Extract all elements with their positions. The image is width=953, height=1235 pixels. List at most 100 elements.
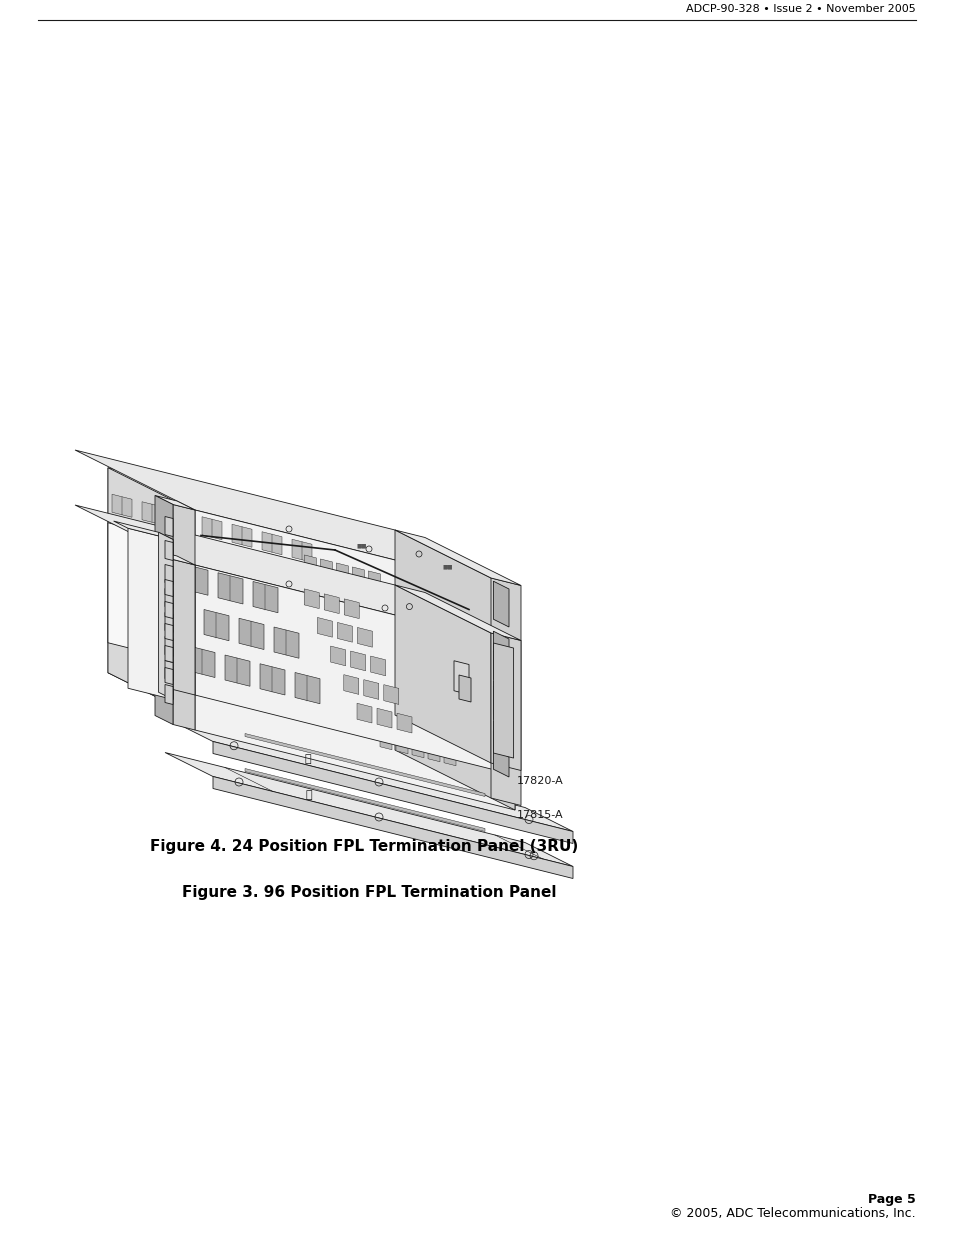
- Polygon shape: [493, 651, 509, 687]
- Polygon shape: [370, 656, 385, 676]
- Text: © 2005, ADC Telecommunications, Inc.: © 2005, ADC Telecommunications, Inc.: [670, 1207, 915, 1220]
- Text: ■■: ■■: [355, 543, 366, 548]
- Polygon shape: [162, 604, 182, 626]
- Polygon shape: [314, 580, 327, 598]
- Polygon shape: [165, 646, 172, 662]
- Polygon shape: [108, 673, 497, 795]
- Polygon shape: [172, 559, 194, 695]
- Polygon shape: [493, 721, 509, 757]
- Polygon shape: [325, 613, 345, 635]
- Polygon shape: [378, 597, 391, 614]
- Polygon shape: [433, 724, 445, 740]
- Polygon shape: [400, 647, 413, 664]
- Polygon shape: [158, 538, 178, 561]
- Polygon shape: [128, 529, 172, 699]
- Polygon shape: [329, 677, 349, 700]
- Polygon shape: [342, 648, 362, 672]
- Polygon shape: [358, 682, 370, 699]
- Polygon shape: [326, 605, 337, 622]
- Polygon shape: [245, 734, 484, 797]
- Polygon shape: [357, 627, 372, 647]
- Polygon shape: [331, 584, 343, 601]
- Polygon shape: [265, 597, 285, 620]
- Polygon shape: [239, 655, 259, 678]
- Polygon shape: [412, 741, 423, 758]
- Polygon shape: [194, 510, 515, 810]
- Polygon shape: [312, 641, 332, 664]
- Polygon shape: [317, 618, 332, 637]
- Text: Figure 3. 96 Position FPL Termination Panel: Figure 3. 96 Position FPL Termination Pa…: [182, 884, 556, 899]
- Polygon shape: [336, 631, 349, 648]
- Polygon shape: [206, 582, 225, 605]
- Polygon shape: [368, 571, 380, 588]
- Polygon shape: [142, 501, 162, 525]
- Polygon shape: [363, 593, 375, 609]
- Polygon shape: [260, 663, 285, 695]
- Text: Page 5: Page 5: [867, 1193, 915, 1207]
- Polygon shape: [113, 521, 172, 540]
- Text: 17815-A: 17815-A: [517, 810, 563, 820]
- Polygon shape: [336, 563, 348, 580]
- Polygon shape: [385, 711, 396, 729]
- Polygon shape: [282, 634, 302, 657]
- Polygon shape: [493, 582, 509, 627]
- Polygon shape: [309, 576, 329, 599]
- Polygon shape: [337, 622, 352, 642]
- Polygon shape: [363, 661, 375, 678]
- Polygon shape: [202, 516, 222, 540]
- Polygon shape: [346, 714, 366, 737]
- Polygon shape: [172, 509, 192, 532]
- Polygon shape: [352, 567, 364, 584]
- Polygon shape: [320, 559, 332, 576]
- Polygon shape: [292, 540, 312, 562]
- Polygon shape: [112, 494, 132, 517]
- Polygon shape: [148, 556, 172, 587]
- Polygon shape: [165, 624, 172, 641]
- Polygon shape: [395, 530, 515, 810]
- Polygon shape: [341, 610, 354, 626]
- Polygon shape: [165, 613, 172, 632]
- Polygon shape: [395, 530, 520, 585]
- Polygon shape: [315, 706, 335, 729]
- Polygon shape: [274, 627, 298, 658]
- Polygon shape: [218, 573, 243, 604]
- Polygon shape: [369, 708, 381, 725]
- Polygon shape: [416, 719, 429, 736]
- Polygon shape: [396, 714, 412, 734]
- Polygon shape: [165, 516, 172, 536]
- Polygon shape: [411, 673, 423, 689]
- Text: Figure 4. 24 Position FPL Termination Panel (3RU): Figure 4. 24 Position FPL Termination Pa…: [150, 840, 578, 855]
- Polygon shape: [146, 567, 166, 590]
- Polygon shape: [379, 732, 392, 750]
- Polygon shape: [108, 468, 397, 745]
- Polygon shape: [129, 531, 149, 553]
- Polygon shape: [278, 568, 298, 592]
- Polygon shape: [324, 594, 339, 614]
- Polygon shape: [353, 635, 364, 652]
- Text: ⏚: ⏚: [304, 755, 311, 764]
- Polygon shape: [454, 661, 469, 694]
- Polygon shape: [363, 679, 378, 699]
- Polygon shape: [395, 585, 520, 641]
- Polygon shape: [183, 564, 208, 595]
- Polygon shape: [294, 673, 319, 704]
- Polygon shape: [359, 685, 378, 708]
- Polygon shape: [172, 505, 194, 730]
- Polygon shape: [401, 715, 413, 732]
- Polygon shape: [304, 555, 316, 572]
- Polygon shape: [213, 741, 573, 844]
- Polygon shape: [154, 495, 172, 725]
- Polygon shape: [390, 690, 402, 706]
- Polygon shape: [249, 561, 269, 584]
- Polygon shape: [374, 685, 386, 703]
- Polygon shape: [395, 737, 408, 753]
- Polygon shape: [253, 626, 273, 648]
- Polygon shape: [179, 640, 199, 663]
- Polygon shape: [232, 524, 252, 547]
- Polygon shape: [165, 601, 172, 619]
- Polygon shape: [443, 748, 456, 766]
- Polygon shape: [165, 589, 172, 609]
- Polygon shape: [493, 682, 509, 727]
- Polygon shape: [344, 599, 359, 619]
- Text: ■■: ■■: [442, 564, 453, 569]
